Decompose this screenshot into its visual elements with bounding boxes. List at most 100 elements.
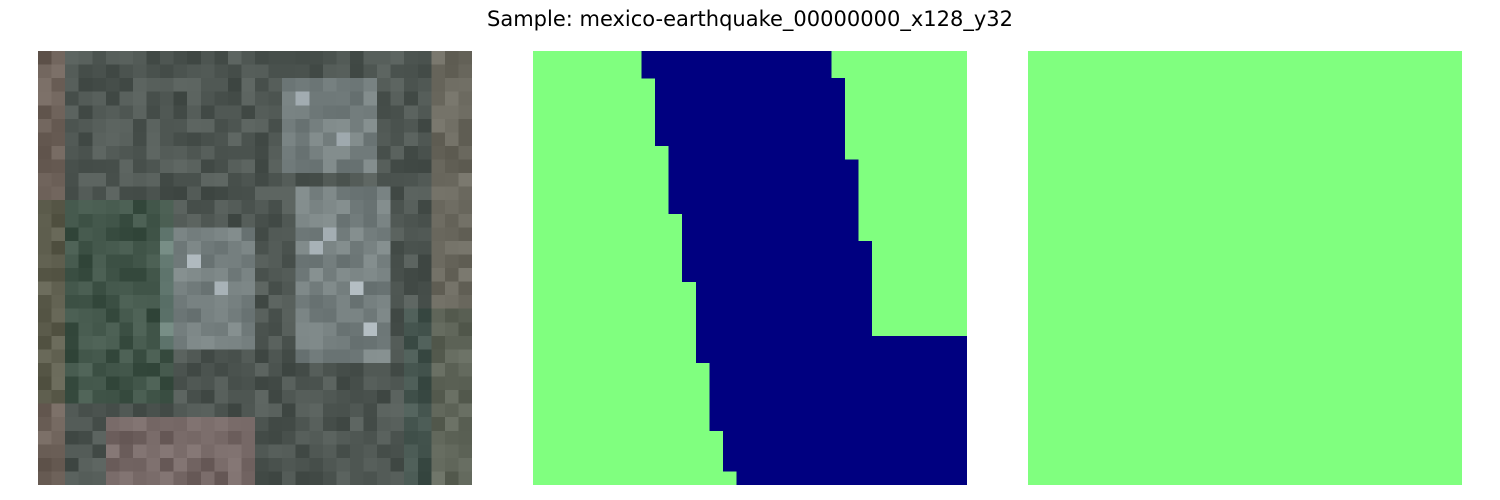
image-pixel — [92, 376, 107, 391]
image-pixel — [363, 91, 378, 106]
image-pixel — [51, 457, 66, 472]
image-pixel — [390, 322, 405, 337]
image-pixel — [78, 91, 93, 106]
image-pixel — [187, 213, 202, 228]
image-pixel — [431, 471, 446, 485]
image-pixel — [38, 200, 52, 215]
image-pixel — [200, 51, 215, 65]
image-pixel — [227, 430, 242, 445]
image-pixel — [336, 200, 351, 215]
image-pixel — [241, 132, 256, 147]
image-pixel — [458, 240, 472, 255]
image-pixel — [146, 51, 161, 65]
image-pixel — [282, 457, 296, 472]
image-pixel — [227, 240, 242, 255]
image-pixel — [241, 64, 256, 79]
image-pixel — [51, 132, 66, 147]
image-pixel — [431, 173, 446, 187]
image-pixel — [132, 295, 147, 309]
image-pixel — [92, 281, 107, 296]
image-pixel — [444, 268, 459, 282]
image-pixel — [200, 417, 215, 432]
image-pixel — [404, 91, 419, 106]
image-pixel — [51, 173, 66, 187]
image-pixel — [92, 457, 107, 472]
image-pixel — [404, 390, 419, 404]
image-pixel — [187, 91, 202, 106]
image-pixel — [377, 444, 391, 459]
image-pixel — [390, 173, 405, 187]
image-pixel — [390, 118, 405, 133]
image-pixel — [241, 200, 256, 215]
image-pixel — [417, 173, 432, 187]
image-pixel — [227, 186, 242, 201]
image-pixel — [322, 362, 337, 377]
image-pixel — [214, 159, 229, 174]
image-pixel — [132, 159, 147, 174]
image-pixel — [255, 403, 269, 418]
image-pixel — [336, 281, 351, 296]
image-pixel — [92, 471, 107, 485]
image-pixel — [363, 268, 378, 282]
image-pixel — [349, 118, 364, 133]
image-pixel — [431, 132, 446, 147]
image-pixel — [241, 254, 256, 269]
image-pixel — [444, 173, 459, 187]
image-pixel — [132, 376, 147, 391]
image-pixel — [444, 118, 459, 133]
image-pixel — [241, 403, 256, 418]
image-pixel — [268, 444, 283, 459]
image-pixel — [78, 457, 93, 472]
image-pixel — [173, 118, 188, 133]
image-pixel — [187, 254, 202, 269]
image-pixel — [431, 159, 446, 174]
image-pixel — [92, 213, 107, 228]
image-pixel — [38, 105, 52, 120]
image-pixel — [431, 390, 446, 404]
image-pixel — [268, 118, 283, 133]
image-pixel — [241, 118, 256, 133]
image-pixel — [227, 281, 242, 296]
image-pixel — [349, 376, 364, 391]
image-pixel — [227, 457, 242, 472]
image-pixel — [431, 349, 446, 364]
image-pixel — [404, 308, 419, 323]
image-pixel — [363, 362, 378, 377]
image-pixel — [200, 240, 215, 255]
image-pixel — [390, 91, 405, 106]
image-pixel — [214, 268, 229, 282]
image-pixel — [92, 173, 107, 187]
image-pixel — [38, 444, 52, 459]
image-pixel — [105, 51, 120, 65]
image-pixel — [431, 145, 446, 160]
image-pixel — [119, 51, 134, 65]
image-pixel — [51, 376, 66, 391]
image-pixel — [404, 227, 419, 242]
image-pixel — [458, 322, 472, 337]
image-pixel — [255, 349, 269, 364]
image-pixel — [404, 362, 419, 377]
image-pixel — [417, 322, 432, 337]
image-pixel — [458, 281, 472, 296]
image-pixel — [173, 376, 188, 391]
image-pixel — [349, 268, 364, 282]
image-pixel — [227, 268, 242, 282]
image-pixel — [336, 308, 351, 323]
image-pixel — [349, 308, 364, 323]
image-pixel — [146, 390, 161, 404]
image-pixel — [255, 200, 269, 215]
image-pixel — [282, 390, 296, 404]
image-pixel — [268, 132, 283, 147]
image-pixel — [268, 403, 283, 418]
image-pixel — [214, 376, 229, 391]
image-pixel — [377, 457, 391, 472]
image-pixel — [404, 240, 419, 255]
image-pixel — [187, 335, 202, 350]
image-pixel — [132, 118, 147, 133]
image-pixel — [458, 200, 472, 215]
image-pixel — [105, 200, 120, 215]
image-pixel — [78, 227, 93, 242]
image-pixel — [51, 240, 66, 255]
image-pixel — [200, 390, 215, 404]
image-pixel — [390, 268, 405, 282]
